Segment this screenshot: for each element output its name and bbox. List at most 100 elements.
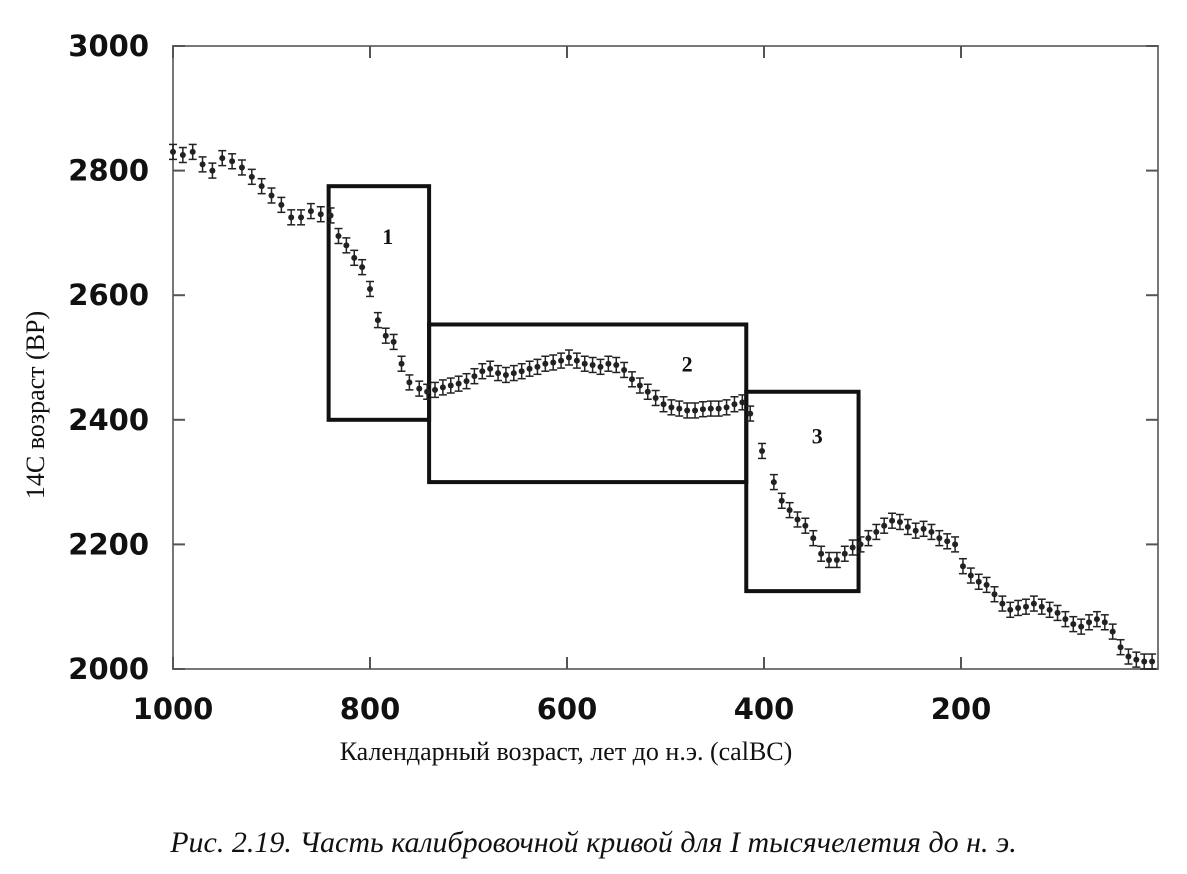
- data-point: [557, 352, 566, 369]
- data-point: [580, 355, 589, 372]
- data-point: [856, 536, 865, 553]
- data-point: [769, 473, 778, 491]
- data-point: [572, 352, 581, 369]
- data-point: [825, 551, 834, 569]
- data-point: [659, 395, 668, 413]
- data-point: [817, 545, 826, 562]
- highlight-regions: 1 2 3: [326, 184, 861, 594]
- data-point: [935, 529, 944, 547]
- data-point: [864, 529, 873, 547]
- data-point: [287, 209, 296, 226]
- data-point: [218, 149, 227, 167]
- data-point: [714, 400, 723, 417]
- data-point: [373, 311, 382, 329]
- data-point: [462, 372, 471, 390]
- data-point: [951, 536, 960, 553]
- data-point: [1022, 598, 1031, 615]
- data-point: [454, 375, 463, 392]
- data-point: [1148, 653, 1157, 670]
- data-point: [381, 327, 390, 344]
- data-point: [326, 207, 335, 224]
- data-point: [722, 399, 731, 416]
- data-point: [801, 517, 810, 534]
- data-point: [730, 395, 739, 413]
- data-point: [840, 545, 849, 562]
- data-point: [872, 523, 881, 541]
- data-point: [974, 573, 983, 591]
- data-point: [620, 361, 629, 379]
- data-point: [334, 227, 343, 245]
- data-point: [198, 156, 207, 173]
- data-point: [635, 377, 644, 394]
- data-point: [1006, 601, 1015, 619]
- data-point: [1092, 610, 1101, 628]
- data-point: [612, 356, 621, 374]
- data-point: [958, 557, 967, 575]
- data-point: [643, 383, 652, 400]
- data-point: [738, 394, 747, 411]
- data-point: [1077, 618, 1086, 635]
- y-tick-label: 2200: [68, 527, 149, 561]
- data-point: [675, 400, 684, 417]
- x-axis-ticks: 1000 800 600 400 200: [133, 46, 992, 726]
- data-point: [257, 177, 266, 195]
- data-point: [1061, 610, 1070, 628]
- data-point: [1140, 653, 1149, 670]
- data-point: [667, 399, 676, 416]
- plot-frame: [172, 45, 1159, 670]
- data-point: [651, 389, 660, 407]
- data-point: [998, 595, 1007, 612]
- data-point: [706, 400, 715, 417]
- data-point: [848, 539, 857, 556]
- data-point: [746, 405, 755, 422]
- data-point: [178, 146, 187, 164]
- data-point: [169, 143, 177, 161]
- data-point: [350, 249, 359, 267]
- data-point: [366, 280, 374, 298]
- data-point: [691, 402, 700, 419]
- data-point: [1100, 614, 1109, 631]
- y-axis-label: 14C возраст (BP): [21, 311, 50, 499]
- x-tick-label: 400: [734, 692, 795, 726]
- y-axis-ticks: 3000 2800 2600 2400 2200 2000: [68, 29, 1158, 686]
- y-tick-label: 2600: [68, 278, 149, 312]
- data-point: [895, 513, 904, 531]
- data-point: [1045, 601, 1054, 619]
- data-point: [628, 371, 637, 388]
- data-point: [604, 355, 613, 372]
- x-tick-label: 200: [931, 692, 992, 726]
- data-point: [517, 362, 526, 380]
- data-point: [564, 349, 573, 366]
- data-point: [208, 162, 217, 179]
- data-point: [832, 551, 841, 569]
- data-point: [277, 196, 286, 214]
- data-point: [525, 360, 534, 377]
- y-tick-label: 2000: [68, 652, 149, 686]
- figure-caption: Рис. 2.19. Часть калибровочной кривой дл…: [170, 826, 1017, 859]
- data-point: [389, 333, 398, 351]
- data-point: [306, 202, 315, 220]
- data-point: [1014, 599, 1023, 617]
- data-point: [698, 400, 707, 418]
- region-label-2: 2: [682, 352, 693, 377]
- data-point: [237, 159, 246, 176]
- data-point: [188, 143, 197, 161]
- data-point: [1116, 638, 1125, 656]
- x-tick-label: 800: [340, 692, 401, 726]
- x-axis-label: Календарный возраст, лет до н.э. (calBC): [340, 737, 793, 766]
- data-point: [1053, 604, 1062, 622]
- data-point: [1108, 623, 1117, 640]
- data-point: [470, 367, 479, 385]
- data-point: [358, 258, 367, 276]
- data-point: [478, 362, 487, 380]
- data-point: [596, 358, 605, 376]
- region-label-3: 3: [812, 423, 823, 448]
- data-points: [169, 143, 1157, 670]
- data-point: [431, 381, 440, 399]
- data-point: [588, 356, 597, 374]
- data-point: [1124, 648, 1133, 665]
- data-point: [438, 379, 447, 396]
- y-tick-label: 2800: [68, 154, 149, 188]
- data-point: [549, 354, 558, 371]
- data-point: [486, 360, 495, 377]
